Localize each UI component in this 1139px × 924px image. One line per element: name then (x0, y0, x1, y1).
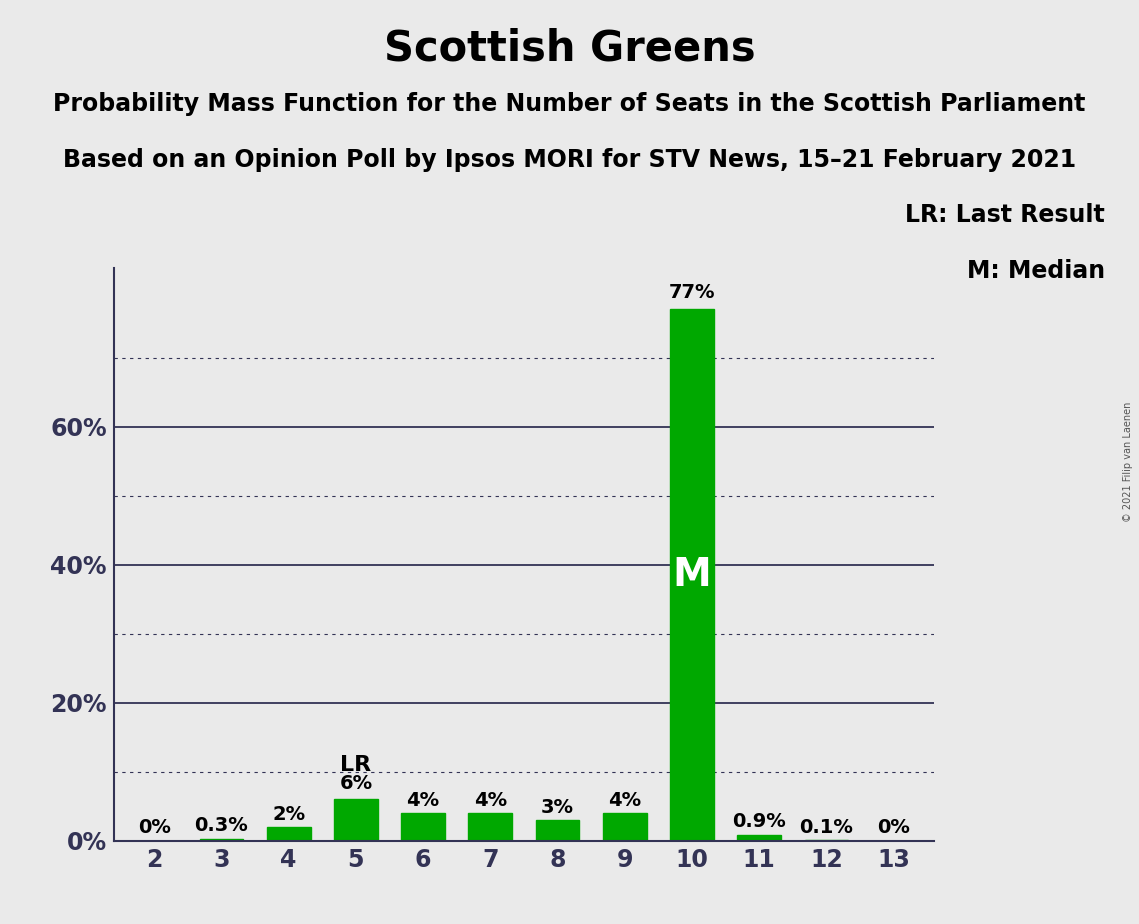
Text: 0.1%: 0.1% (800, 818, 853, 837)
Bar (199, 839, 244, 841)
Text: 3%: 3% (541, 797, 574, 817)
Text: Based on an Opinion Poll by Ipsos MORI for STV News, 15–21 February 2021: Based on an Opinion Poll by Ipsos MORI f… (63, 148, 1076, 172)
Bar (737, 834, 781, 841)
Text: 6%: 6% (339, 773, 372, 793)
Text: © 2021 Filip van Laenen: © 2021 Filip van Laenen (1123, 402, 1133, 522)
Bar (401, 813, 445, 841)
Bar (603, 813, 647, 841)
Bar (535, 821, 580, 841)
Text: 0.3%: 0.3% (195, 816, 248, 835)
Text: LR: Last Result: LR: Last Result (906, 203, 1105, 227)
Text: 4%: 4% (474, 791, 507, 809)
Text: M: M (673, 556, 712, 594)
Text: 4%: 4% (608, 791, 641, 809)
Text: 77%: 77% (669, 284, 715, 302)
Text: LR: LR (341, 755, 371, 775)
Bar (468, 813, 513, 841)
Text: 0%: 0% (138, 819, 171, 837)
Bar (670, 310, 714, 841)
Text: Probability Mass Function for the Number of Seats in the Scottish Parliament: Probability Mass Function for the Number… (54, 92, 1085, 116)
Bar (267, 827, 311, 841)
Text: Scottish Greens: Scottish Greens (384, 28, 755, 69)
Text: 2%: 2% (272, 805, 305, 823)
Text: 0%: 0% (877, 819, 910, 837)
Text: 4%: 4% (407, 791, 440, 809)
Text: M: Median: M: Median (967, 259, 1105, 283)
Text: 0.9%: 0.9% (732, 812, 786, 832)
Bar (334, 799, 378, 841)
